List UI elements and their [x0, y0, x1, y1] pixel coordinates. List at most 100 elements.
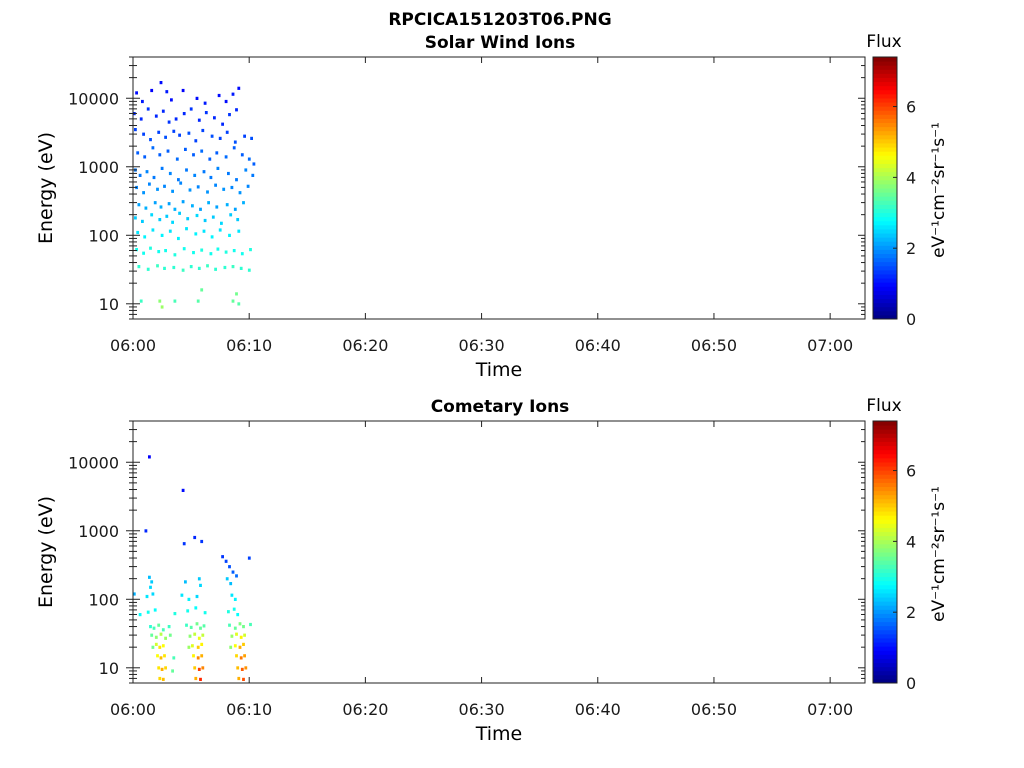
heatmap-cell [197, 118, 201, 122]
colorbar-segment [873, 515, 897, 520]
heatmap-cell [194, 232, 198, 236]
colorbar-segment [873, 302, 897, 308]
heatmap-cell [168, 171, 172, 176]
colorbar-segment [873, 188, 897, 193]
heatmap-cell [164, 135, 167, 139]
heatmap-cell [178, 133, 181, 137]
heatmap-cell [137, 203, 141, 207]
heatmap-cell [202, 229, 206, 233]
panel-solar-wind: Solar Wind Ions 10 100 1000 10000 06:00 06:1… [35, 32, 949, 381]
heatmap-cell [144, 206, 148, 210]
heatmap-cell [163, 266, 166, 270]
colorbar-segment [873, 560, 897, 565]
colorbar-segment [873, 556, 897, 561]
colorbar-segment [873, 134, 897, 140]
heatmap-cell [158, 218, 162, 222]
colorbar-segment [873, 204, 897, 209]
heatmap-cell [243, 134, 246, 138]
heatmap-cell [215, 205, 219, 209]
colorbar-segment [873, 527, 897, 533]
heatmap-cell [239, 635, 243, 639]
heatmap-cell [211, 215, 215, 219]
heatmap-cell [174, 117, 178, 121]
heatmap-cell [158, 676, 162, 681]
colorbar-segment [873, 175, 897, 181]
heatmap-cell [195, 96, 199, 100]
heatmap-cell [159, 205, 163, 209]
heatmap-cell [157, 666, 161, 670]
colorbar-segment [873, 298, 897, 304]
heatmap-cell [223, 265, 227, 270]
colorbar-segment [873, 306, 897, 312]
colorbar-segment [873, 523, 897, 528]
colorbar-segment [873, 584, 897, 590]
colorbar-segment [873, 294, 897, 300]
heatmap-cell [194, 139, 198, 143]
heatmap-cell [194, 606, 198, 610]
heatmap-cell [157, 250, 161, 254]
colorbar-segment [873, 241, 897, 246]
heatmap-cell [142, 251, 145, 255]
heatmap-cell [197, 266, 201, 270]
heatmap-cell [222, 187, 226, 191]
heatmap-cell [182, 247, 186, 251]
colorbar-segment [873, 470, 897, 475]
heatmap-cell [232, 146, 236, 150]
heatmap-cell [217, 93, 221, 98]
heatmap-cell [139, 299, 143, 303]
heatmap-cell [189, 107, 193, 111]
heatmap-cell [181, 268, 185, 272]
heatmap-cells [132, 455, 252, 681]
colorbar-segment [873, 461, 897, 467]
colorbar-segment [873, 666, 897, 672]
heatmap-cell [132, 592, 136, 596]
heatmap-cell [188, 188, 192, 192]
heatmap-cell [145, 594, 149, 599]
colorbar-segment [873, 69, 897, 74]
heatmap-cell [148, 182, 151, 186]
x-tick-label: 06:40 [575, 336, 621, 355]
heatmap-cell [239, 656, 243, 660]
plot-frame [132, 420, 866, 684]
colorbar-segment [873, 142, 897, 148]
x-axis: 06:00 06:10 06:20 06:30 06:40 06:50 07:00 [110, 421, 853, 719]
heatmap-cell [172, 656, 176, 660]
heatmap-cell [239, 266, 243, 270]
heatmap-cell [182, 112, 186, 116]
heatmap-cell [237, 229, 241, 233]
heatmap-cell [224, 155, 228, 159]
heatmap-cell [203, 101, 207, 105]
heatmap-cell [236, 218, 240, 222]
heatmap-cell [158, 153, 162, 157]
colorbar-segment [873, 531, 897, 537]
heatmap-cell [152, 175, 156, 180]
heatmap-cell [228, 565, 231, 569]
colorbar-segment [873, 547, 897, 553]
heatmap-cell [151, 146, 155, 150]
heatmap-cell [242, 625, 245, 629]
heatmap-cell [195, 622, 199, 626]
x-tick-label: 07:00 [807, 336, 853, 355]
colorbar-segment [873, 81, 897, 87]
colorbar-segment [873, 224, 897, 230]
heatmap-cell [144, 529, 148, 533]
colorbar-segment [873, 253, 897, 259]
colorbar-segment [873, 106, 897, 111]
heatmap-cell [143, 235, 147, 239]
heatmap-cell [161, 677, 165, 681]
heatmap-cell [184, 580, 187, 584]
colorbar-segment [873, 114, 897, 119]
heatmap-cell [203, 611, 207, 615]
heatmap-cell [193, 535, 197, 540]
heatmap-cell [225, 130, 229, 134]
colorbar-segment [873, 110, 897, 115]
heatmap-cell [200, 149, 204, 153]
heatmap-cell [185, 623, 188, 627]
colorbar-segment [873, 601, 897, 606]
heatmap-cell [167, 120, 171, 124]
colorbar-segment [873, 282, 897, 287]
heatmap-cell [184, 147, 187, 151]
heatmap-cell [165, 90, 169, 94]
heatmap-cell [145, 170, 149, 174]
heatmap-cell [159, 656, 163, 660]
